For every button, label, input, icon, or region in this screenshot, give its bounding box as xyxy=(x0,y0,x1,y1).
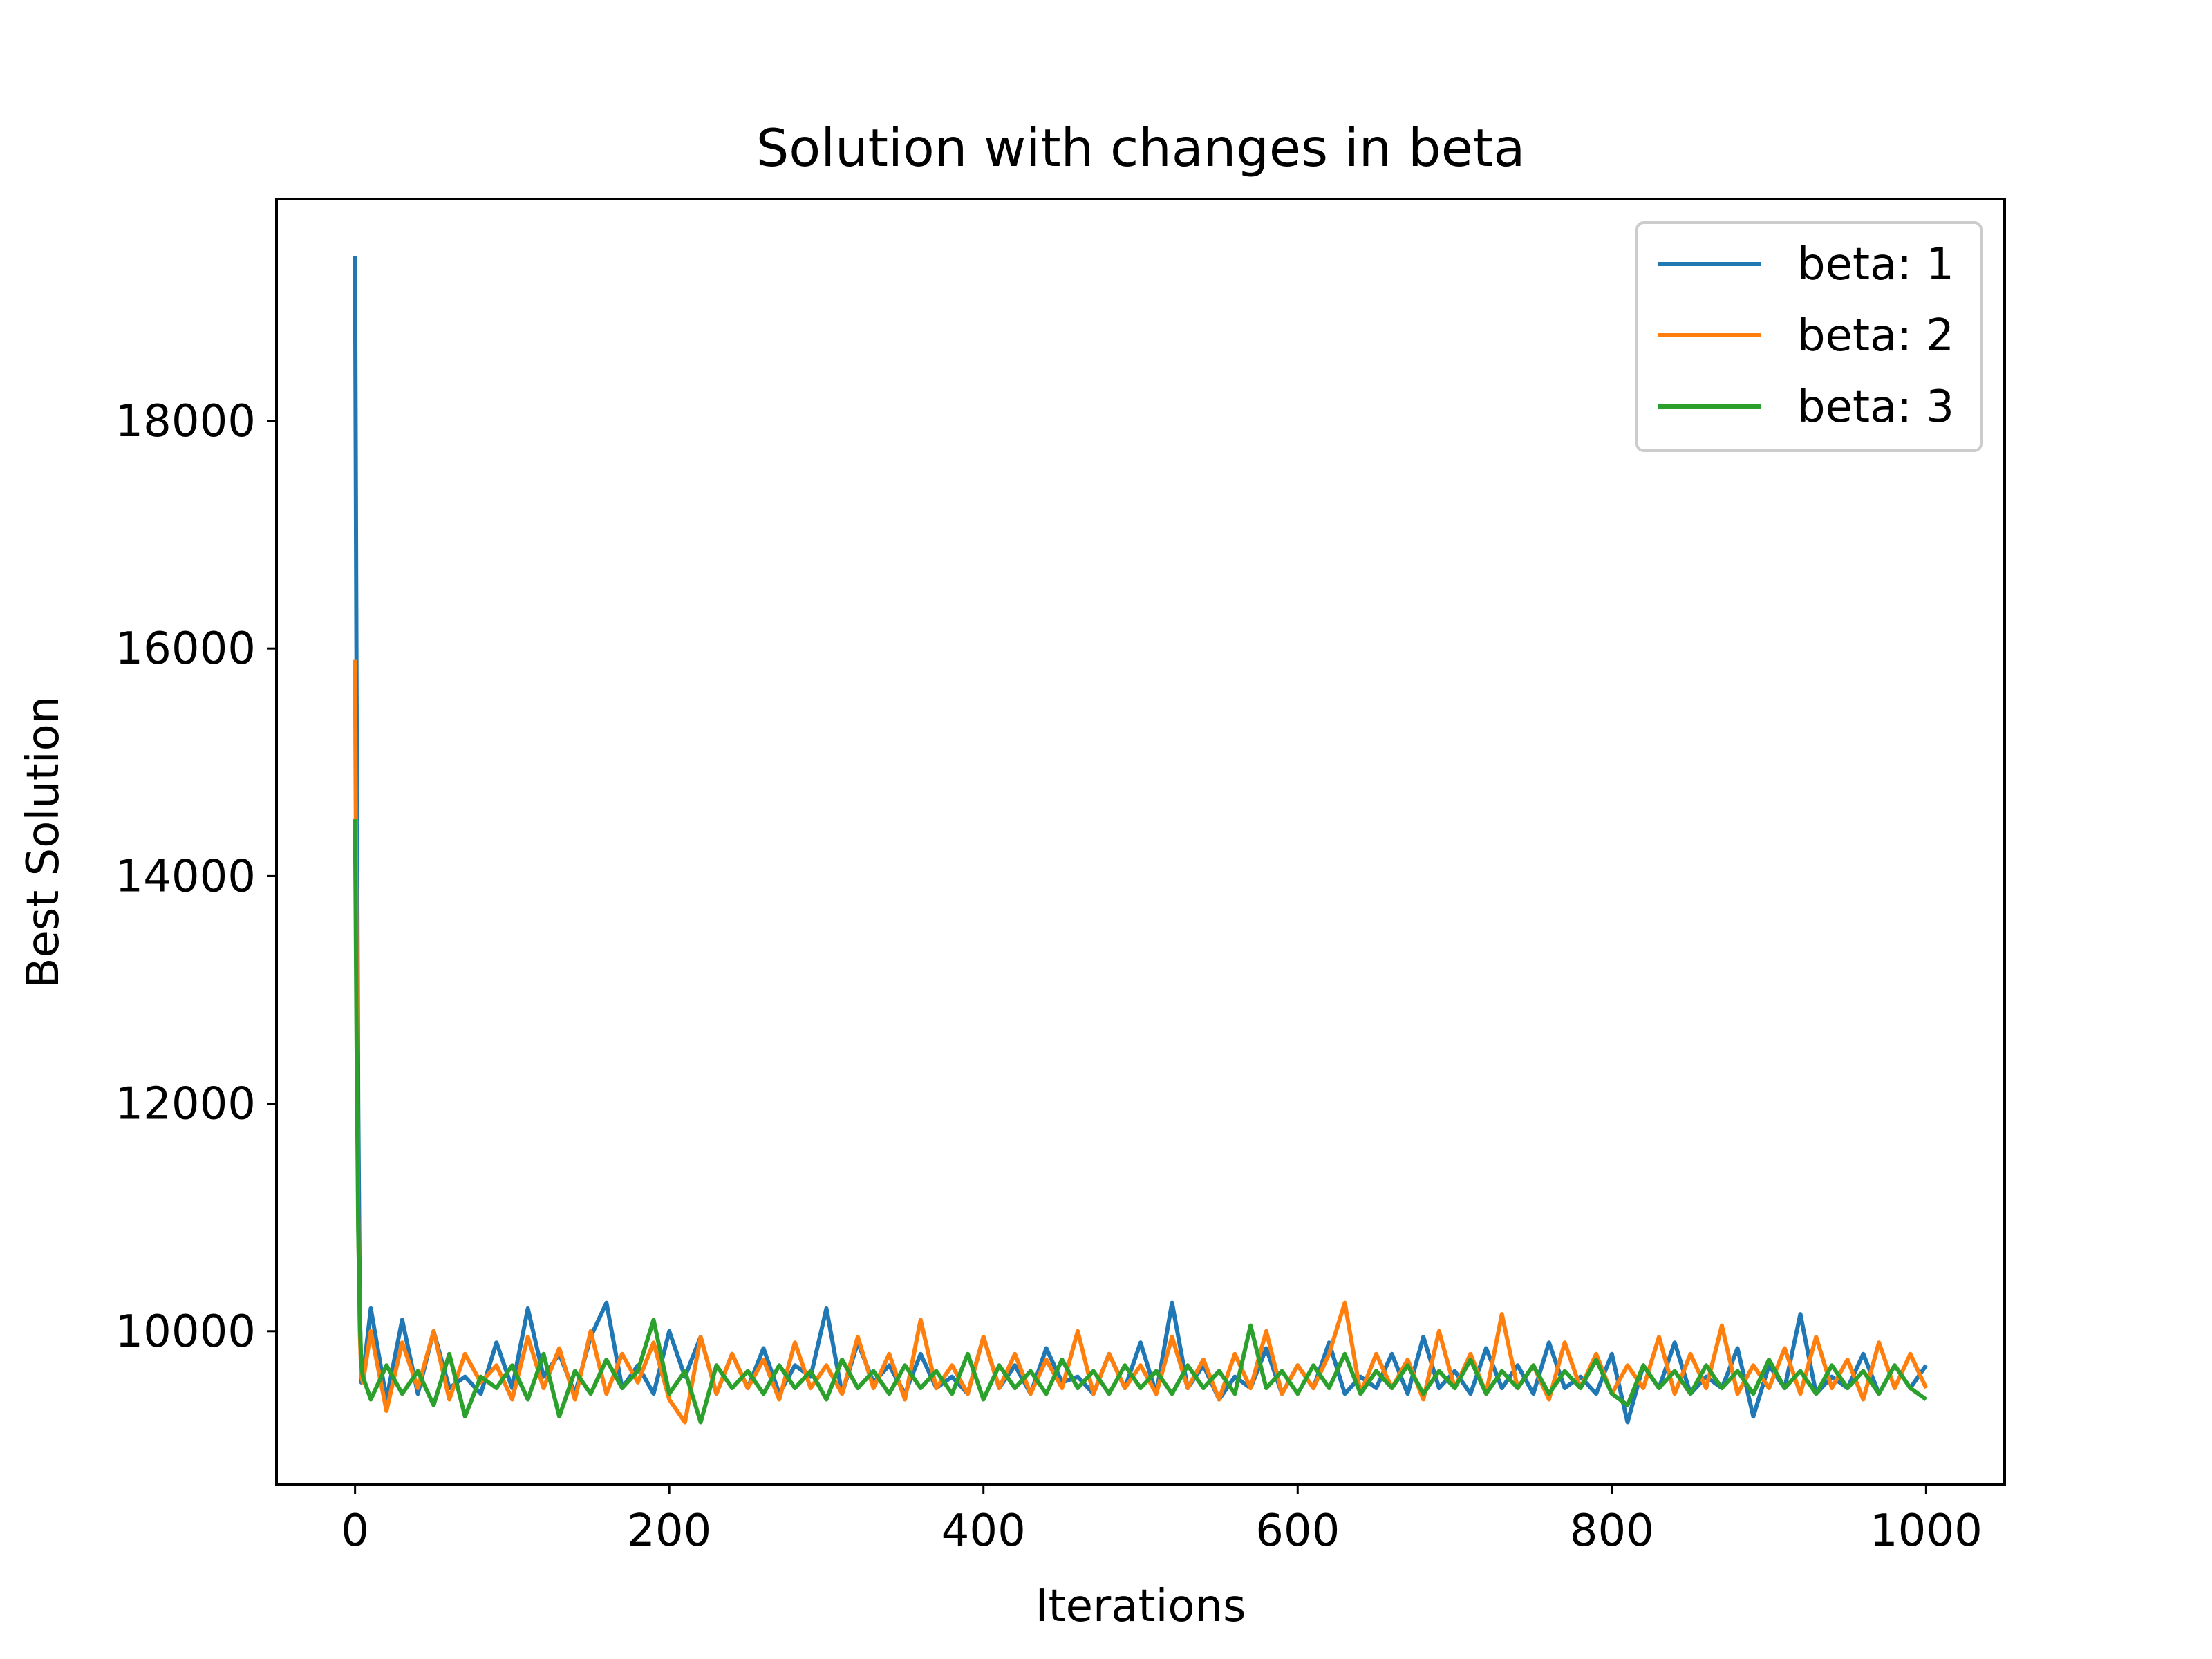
y-axis: 10000 12000 14000 16000 18000 xyxy=(115,396,276,1358)
plot-frame xyxy=(275,198,2006,1486)
y-tick-label: 18000 xyxy=(115,396,256,447)
legend-label-beta-3: beta: 3 xyxy=(1797,382,1954,433)
y-tick-label: 16000 xyxy=(115,624,256,675)
x-tick-label: 200 xyxy=(627,1506,711,1557)
x-axis-label: Iterations xyxy=(1035,1581,1246,1632)
y-tick-label: 10000 xyxy=(115,1306,256,1358)
plot-series xyxy=(353,256,1929,1425)
legend-label-beta-1: beta: 1 xyxy=(1797,239,1954,290)
x-tick-label: 1000 xyxy=(1870,1506,1983,1557)
chart-title: Solution with changes in beta xyxy=(756,118,1526,178)
x-tick-label: 0 xyxy=(341,1506,369,1557)
series-line-beta-3 xyxy=(353,819,1928,1425)
y-tick-label: 12000 xyxy=(115,1079,256,1130)
x-tick-label: 800 xyxy=(1570,1506,1654,1557)
y-axis-label: Best Solution xyxy=(18,696,69,988)
x-axis: 0 200 400 600 800 1000 xyxy=(341,1485,1983,1557)
series-line-beta-2 xyxy=(353,659,1929,1425)
x-tick-label: 400 xyxy=(941,1506,1026,1557)
x-tick-label: 600 xyxy=(1255,1506,1340,1557)
legend-box xyxy=(1635,221,1983,452)
legend: beta: 1 beta: 2 beta: 3 xyxy=(1635,221,1983,452)
y-tick-label: 14000 xyxy=(115,851,256,902)
legend-label-beta-2: beta: 2 xyxy=(1797,310,1954,362)
